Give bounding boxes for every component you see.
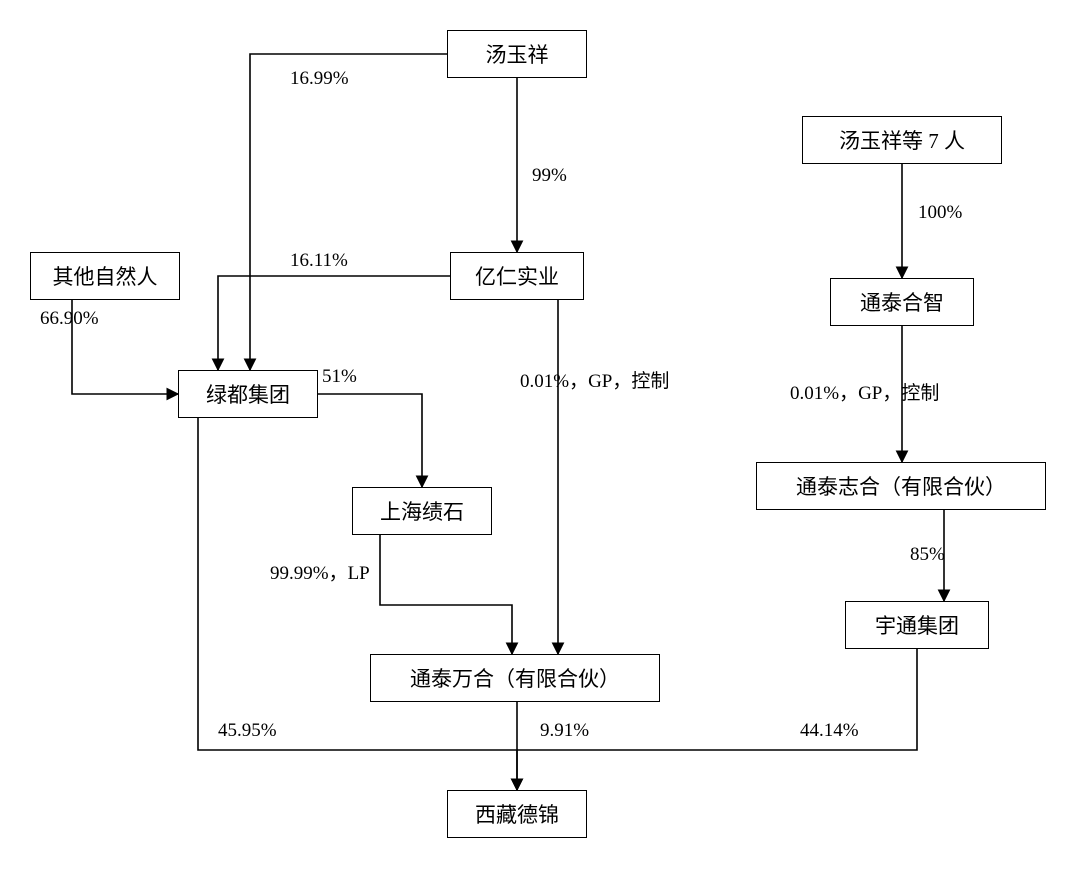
node-label: 通泰志合（有限合伙） xyxy=(796,471,1006,501)
node-label: 绿都集团 xyxy=(206,379,290,409)
node-label: 上海绩石 xyxy=(380,496,464,526)
edge-label-yutong-dejin: 44.14% xyxy=(800,720,859,742)
node-label: 其他自然人 xyxy=(53,261,158,291)
edge-label-yiren-wanhe: 0.01%，GP，控制 xyxy=(520,366,669,393)
node-tongtai-wanhe: 通泰万合（有限合伙） xyxy=(370,654,660,702)
node-label: 通泰合智 xyxy=(860,287,944,317)
edge-label-tang-yiren: 99% xyxy=(532,165,567,187)
edge-label-yiren-lvdu: 16.11% xyxy=(290,250,348,272)
edge-label-tang7-hezhi: 100% xyxy=(918,202,962,224)
edge-label-lvdu-xushi: 51% xyxy=(322,366,357,388)
node-tangyuxiang: 汤玉祥 xyxy=(447,30,587,78)
node-xizang-dejin: 西藏德锦 xyxy=(447,790,587,838)
node-other-persons: 其他自然人 xyxy=(30,252,180,300)
node-tongtai-hezhi: 通泰合智 xyxy=(830,278,974,326)
edge-label-tang-lvdu: 16.99% xyxy=(290,68,349,90)
node-lvdu: 绿都集团 xyxy=(178,370,318,418)
edge-label-wanhe-dejin: 9.91% xyxy=(540,720,589,742)
node-yutong: 宇通集团 xyxy=(845,601,989,649)
node-tangyuxiang-7: 汤玉祥等 7 人 xyxy=(802,116,1002,164)
node-label: 汤玉祥等 7 人 xyxy=(839,125,965,155)
node-label: 亿仁实业 xyxy=(475,261,559,291)
node-label: 宇通集团 xyxy=(875,610,959,640)
edge-label-zhihe-yutong: 85% xyxy=(910,544,945,566)
node-yiren: 亿仁实业 xyxy=(450,252,584,300)
edge-label-xushi-wanhe: 99.99%，LP xyxy=(270,558,370,585)
node-shanghai-xushi: 上海绩石 xyxy=(352,487,492,535)
node-tongtai-zhihe: 通泰志合（有限合伙） xyxy=(756,462,1046,510)
node-label: 西藏德锦 xyxy=(475,799,559,829)
edge-label-lvdu-dejin: 45.95% xyxy=(218,720,277,742)
edge-label-hezhi-zhihe: 0.01%，GP，控制 xyxy=(790,378,939,405)
ownership-diagram: 汤玉祥 汤玉祥等 7 人 其他自然人 亿仁实业 通泰合智 绿都集团 上海绩石 通… xyxy=(0,0,1080,871)
node-label: 通泰万合（有限合伙） xyxy=(410,663,620,693)
node-label: 汤玉祥 xyxy=(486,39,549,69)
edge-label-other-lvdu: 66.90% xyxy=(40,308,99,330)
